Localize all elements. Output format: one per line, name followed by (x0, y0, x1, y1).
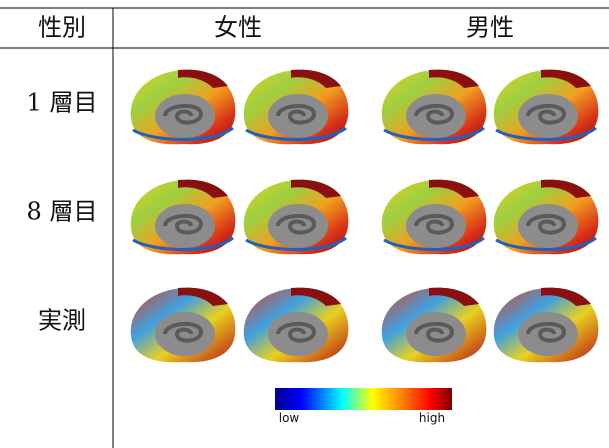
colorbar-label: high (419, 411, 445, 425)
brain-images (131, 70, 599, 363)
header-cell: 性別 (38, 14, 86, 42)
colorbar (275, 388, 452, 410)
row-label: 8 層目 (27, 198, 98, 226)
figure-table: 性別 女性 男性 1 層目 8 層目 実測 low high (0, 0, 609, 448)
colorbar-label: low (279, 411, 300, 425)
header-cell: 男性 (466, 14, 514, 42)
header-cell: 女性 (214, 14, 262, 42)
row-label: 1 層目 (27, 89, 98, 117)
row-label: 実測 (38, 307, 86, 335)
